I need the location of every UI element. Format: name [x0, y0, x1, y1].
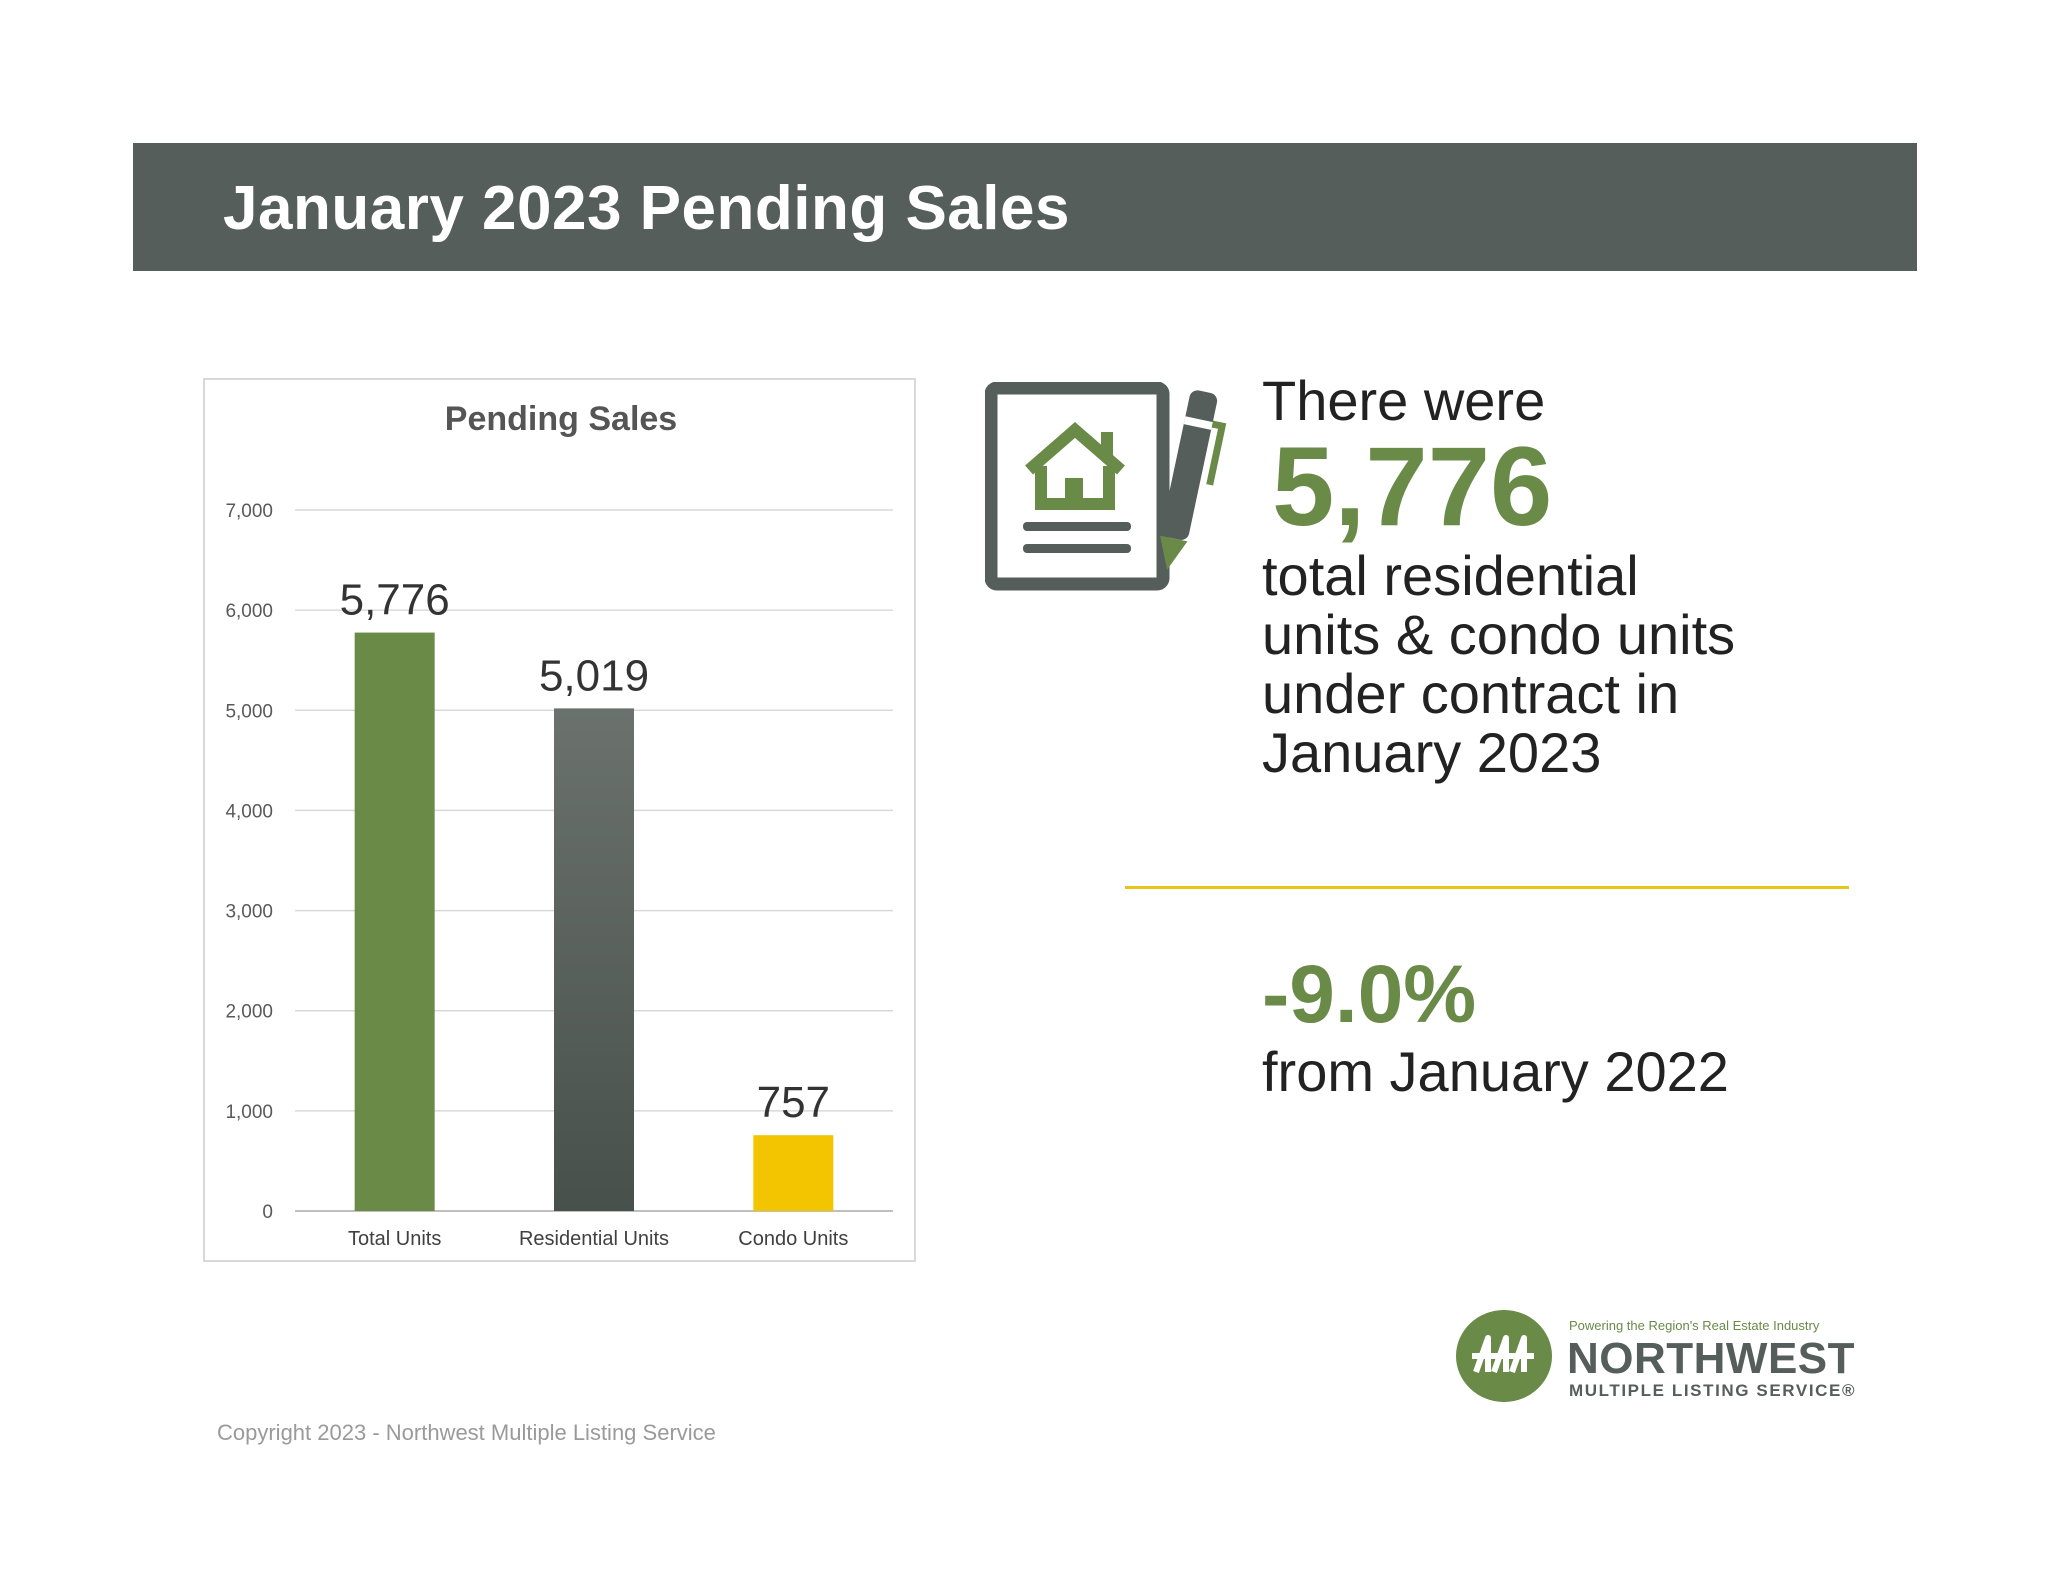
change-label: from January 2022 — [1262, 1040, 1729, 1103]
data-label: 5,776 — [340, 576, 450, 625]
y-tick-label: 5,000 — [225, 701, 273, 722]
bar-condo-units — [753, 1135, 834, 1211]
page-title: January 2023 Pending Sales — [223, 174, 1070, 243]
y-tick-label: 6,000 — [225, 601, 273, 622]
pen-icon — [1160, 390, 1227, 570]
y-tick-label: 3,000 — [225, 902, 273, 923]
chart-title: Pending Sales — [445, 400, 677, 438]
bar-total-units — [354, 632, 435, 1211]
bar-residential-units — [554, 708, 634, 1211]
stat-description: total residential units & condo units un… — [1262, 544, 1736, 784]
contract-icon-group — [984, 381, 1245, 592]
logo-name: NORTHWEST — [1567, 1334, 1856, 1383]
y-tick-label: 0 — [262, 1202, 273, 1223]
x-tick-label: Condo Units — [738, 1228, 848, 1250]
y-tick-label: 7,000 — [225, 501, 273, 522]
y-tick-label: 4,000 — [225, 801, 273, 822]
chart-svg: Pending Sales 0 1,000 2,000 3,000 4,000 5,000 6… — [225, 400, 893, 1250]
divider — [1125, 886, 1849, 889]
y-tick-label: 2,000 — [225, 1002, 273, 1023]
house-document-icon — [984, 381, 1170, 591]
y-tick-label: 1,000 — [225, 1102, 273, 1123]
trees-logo-icon — [1456, 1310, 1552, 1402]
logo-subtitle: MULTIPLE LISTING SERVICE® — [1569, 1381, 1857, 1400]
header-bar: January 2023 Pending Sales — [133, 143, 1917, 271]
pending-sales-chart: Pending Sales 0 1,000 2,000 3,000 4,000 5,000 6… — [203, 378, 916, 1262]
logo-tagline: Powering the Region's Real Estate Indust… — [1569, 1318, 1820, 1333]
yoy-change: -9.0% from January 2022 — [1262, 950, 1882, 1104]
change-value: -9.0% — [1262, 949, 1477, 1040]
total-stat: There were 5,776 total residential units… — [1262, 368, 1882, 782]
stat-intro: There were — [1262, 369, 1546, 432]
stat-value: 5,776 — [1272, 424, 1553, 549]
x-tick-label: Residential Units — [519, 1228, 669, 1250]
x-tick-label: Total Units — [348, 1228, 441, 1250]
data-label: 5,019 — [539, 651, 649, 700]
copyright: Copyright 2023 - Northwest Multiple List… — [217, 1420, 716, 1445]
nwmls-logo: Powering the Region's Real Estate Indust… — [1456, 1310, 1866, 1410]
data-label: 757 — [757, 1078, 830, 1127]
